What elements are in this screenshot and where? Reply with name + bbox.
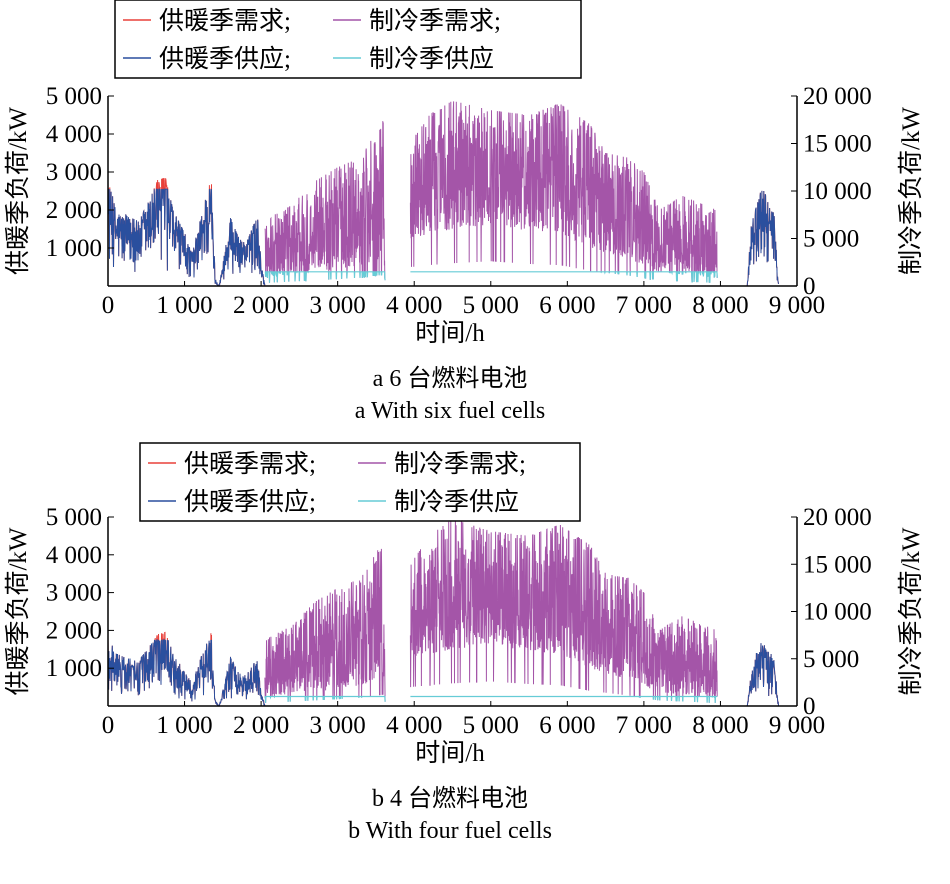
x-tick-label: 7 000	[616, 292, 672, 319]
chart-b: 0 1 000 2 000 3 000 4 000 5 000 6 000 7 000 8 00…	[4, 442, 925, 844]
x-tick-label: 1 000	[156, 292, 212, 319]
x-tick-label: 2 000	[233, 712, 289, 739]
x-tick-label: 4 000	[386, 292, 442, 319]
y-left-tick-label: 3 000	[46, 580, 102, 607]
x-tick-label: 8 000	[692, 712, 748, 739]
legend-label-heating-supply: 供暖季供应;	[159, 45, 291, 73]
cooling-demand-series	[264, 101, 718, 283]
chart-a: 0 1 000 2 000 3 000 4 000 5 000 6 000 7 000 8 00…	[4, 0, 925, 424]
y-right-tick-label: 20 000	[803, 83, 872, 110]
legend-label-heating-demand: 供暖季需求;	[184, 450, 316, 478]
x-tick-label: 0	[102, 712, 115, 739]
caption-en: b With four fuel cells	[348, 818, 552, 844]
cooling-supply-series	[264, 695, 718, 703]
legend-label-heating-supply: 供暖季供应;	[184, 488, 316, 516]
caption-cn: a 6 台燃料电池	[373, 365, 528, 392]
y-right-tick-label: 5 000	[803, 646, 859, 673]
caption-en: a With six fuel cells	[355, 398, 546, 424]
cooling-demand-series	[264, 519, 718, 703]
x-tick-label: 9 000	[769, 712, 825, 739]
y-left-axis-title: 供暖季负荷/kW	[4, 527, 32, 695]
x-tick-label: 9 000	[769, 292, 825, 319]
y-right-tick-label: 10 000	[803, 178, 872, 205]
y-left-tick-label: 5 000	[46, 83, 102, 110]
x-axis-title: 时间/h	[415, 739, 485, 767]
x-tick-label: 8 000	[692, 292, 748, 319]
y-right-tick-label: 5 000	[803, 226, 859, 253]
y-left-axis-title: 供暖季负荷/kW	[4, 107, 32, 275]
x-tick-label: 0	[102, 292, 115, 319]
y-left-tick-label: 2 000	[46, 617, 102, 644]
y-right-axis-title: 制冷季负荷/kW	[897, 107, 925, 275]
y-left-tick-label: 5 000	[46, 504, 102, 531]
y-left-tick-label: 2 000	[46, 197, 102, 224]
legend-label-heating-demand: 供暖季需求;	[159, 7, 291, 35]
legend-box	[139, 442, 581, 522]
cooling-supply-series	[264, 271, 718, 283]
legend: 供暖季需求; 制冷季需求; 供暖季供应; 制冷季供应	[114, 0, 582, 79]
legend-label-cooling-demand: 制冷季需求;	[369, 7, 501, 35]
heating-supply-series	[107, 188, 779, 287]
x-tick-label: 6 000	[539, 292, 595, 319]
y-left-tick-label: 1 000	[46, 655, 102, 682]
x-tick-label: 3 000	[310, 712, 366, 739]
x-axis-title: 时间/h	[415, 319, 485, 347]
x-tick-label: 1 000	[156, 712, 212, 739]
legend: 供暖季需求; 制冷季需求; 供暖季供应; 制冷季供应	[139, 442, 581, 522]
x-tick-label: 5 000	[463, 292, 519, 319]
x-tick-label: 4 000	[386, 712, 442, 739]
legend-label-cooling-supply: 制冷季供应	[369, 45, 494, 73]
y-right-tick-label: 15 000	[803, 551, 872, 578]
heating-supply-series	[107, 639, 779, 707]
legend-label-cooling-demand: 制冷季需求;	[394, 450, 526, 478]
y-right-axis-title: 制冷季负荷/kW	[897, 527, 925, 695]
caption-cn: b 4 台燃料电池	[372, 785, 528, 812]
legend-box	[114, 0, 582, 79]
y-left-tick-label: 1 000	[46, 235, 102, 262]
x-tick-label: 6 000	[539, 712, 595, 739]
x-tick-label: 5 000	[463, 712, 519, 739]
y-right-tick-label: 20 000	[803, 504, 872, 531]
y-right-tick-label: 0	[803, 693, 816, 720]
y-left-tick-label: 4 000	[46, 121, 102, 148]
x-tick-label: 2 000	[233, 292, 289, 319]
legend-label-cooling-supply: 制冷季供应	[394, 488, 519, 516]
x-tick-label: 7 000	[616, 712, 672, 739]
y-right-tick-label: 10 000	[803, 599, 872, 626]
y-right-tick-label: 15 000	[803, 131, 872, 158]
y-left-tick-label: 4 000	[46, 542, 102, 569]
y-right-tick-label: 0	[803, 273, 816, 300]
x-tick-label: 3 000	[310, 292, 366, 319]
y-left-tick-label: 3 000	[46, 159, 102, 186]
